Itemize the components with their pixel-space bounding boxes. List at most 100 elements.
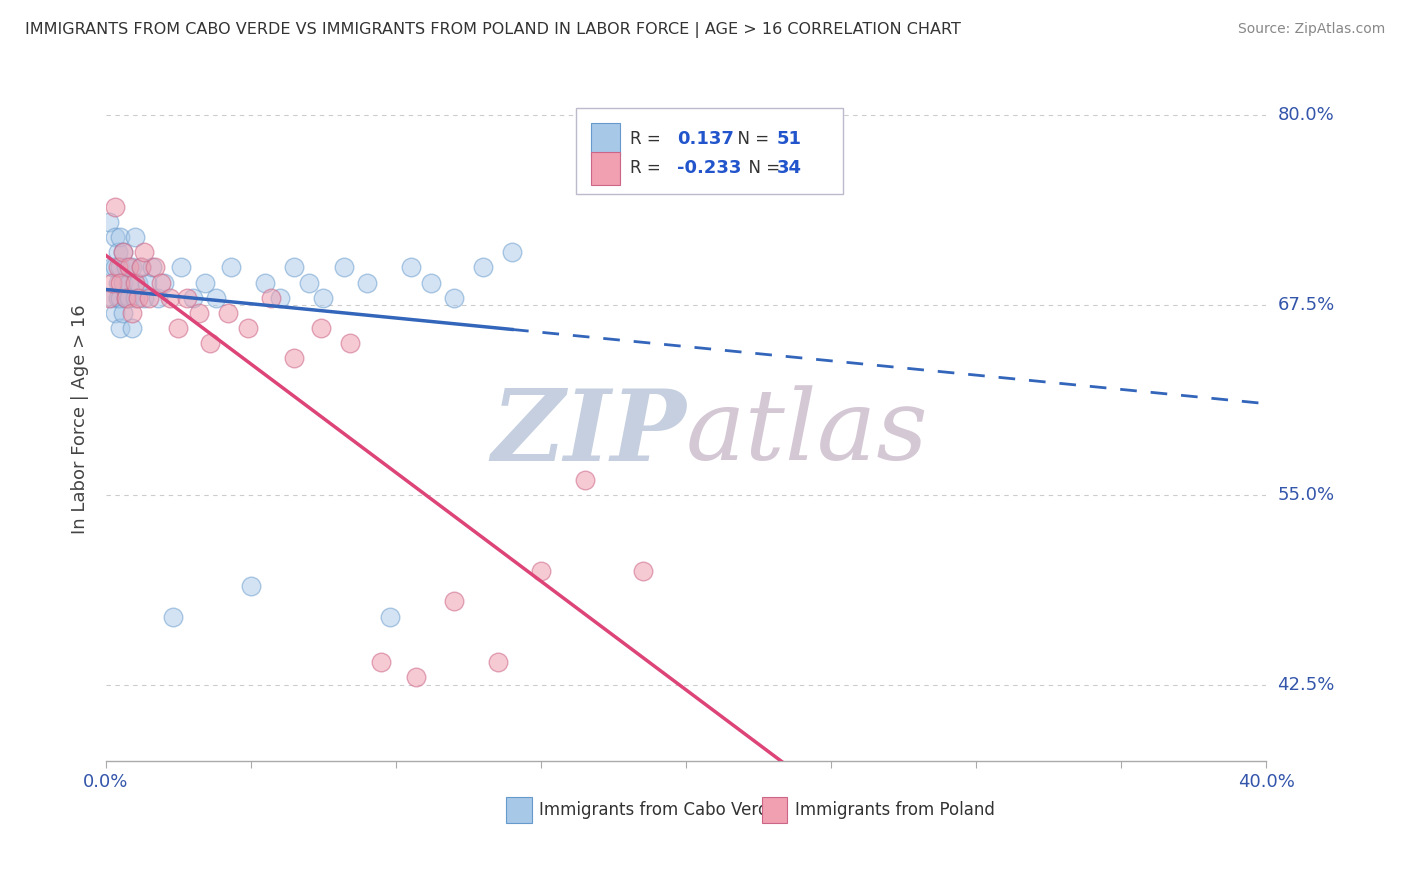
Point	[135, 276, 157, 290]
Text: R =: R =	[630, 159, 666, 178]
Point	[115, 260, 138, 275]
Point	[167, 321, 190, 335]
Point	[100, 260, 122, 275]
Point	[205, 291, 228, 305]
Point	[339, 336, 361, 351]
Point	[298, 276, 321, 290]
Point	[219, 260, 242, 275]
Point	[100, 291, 122, 305]
Point	[260, 291, 283, 305]
Point	[97, 291, 120, 305]
Point	[283, 260, 305, 275]
Point	[530, 564, 553, 578]
Point	[159, 291, 181, 305]
Point	[112, 245, 135, 260]
Point	[283, 351, 305, 366]
Point	[143, 260, 166, 275]
Point	[129, 260, 152, 275]
Point	[97, 215, 120, 229]
Point	[115, 291, 138, 305]
Point	[356, 276, 378, 290]
Point	[269, 291, 291, 305]
Text: 51: 51	[776, 130, 801, 148]
Point	[419, 276, 441, 290]
Point	[107, 245, 129, 260]
Point	[107, 276, 129, 290]
Text: Source: ZipAtlas.com: Source: ZipAtlas.com	[1237, 22, 1385, 37]
Point	[254, 276, 277, 290]
Point	[162, 609, 184, 624]
Point	[112, 276, 135, 290]
Text: R =: R =	[630, 130, 666, 148]
Point	[104, 230, 127, 244]
Bar	[591, 123, 620, 155]
Text: -0.233: -0.233	[676, 159, 741, 178]
Point	[574, 473, 596, 487]
FancyBboxPatch shape	[576, 108, 842, 194]
Point	[107, 291, 129, 305]
Point	[118, 291, 141, 305]
Point	[150, 276, 173, 290]
Point	[100, 276, 122, 290]
Point	[132, 245, 155, 260]
Point	[129, 260, 152, 275]
Point	[121, 321, 143, 335]
Point	[181, 291, 204, 305]
Point	[399, 260, 422, 275]
Point	[110, 276, 132, 290]
Point	[193, 276, 215, 290]
Point	[104, 260, 127, 275]
Y-axis label: In Labor Force | Age > 16: In Labor Force | Age > 16	[72, 304, 89, 534]
Point	[170, 260, 193, 275]
Point	[121, 260, 143, 275]
Point	[110, 321, 132, 335]
Point	[124, 291, 146, 305]
Text: ZIP: ZIP	[491, 384, 686, 481]
Text: N =: N =	[738, 159, 786, 178]
Point	[104, 200, 127, 214]
Bar	[762, 797, 787, 823]
Point	[110, 260, 132, 275]
Text: Immigrants from Poland: Immigrants from Poland	[796, 801, 995, 819]
Point	[121, 306, 143, 320]
Text: atlas: atlas	[686, 385, 929, 481]
Point	[217, 306, 239, 320]
Point	[405, 670, 427, 684]
Point	[107, 260, 129, 275]
Text: Immigrants from Cabo Verde: Immigrants from Cabo Verde	[538, 801, 779, 819]
Bar	[591, 152, 620, 185]
Text: N =: N =	[727, 130, 775, 148]
Point	[127, 291, 149, 305]
Point	[239, 579, 262, 593]
Point	[153, 276, 176, 290]
Point	[115, 291, 138, 305]
Point	[200, 336, 222, 351]
Point	[187, 306, 209, 320]
Text: 67.5%: 67.5%	[1278, 296, 1334, 314]
Bar	[506, 797, 531, 823]
Point	[124, 276, 146, 290]
Point	[138, 291, 160, 305]
Point	[631, 564, 654, 578]
Point	[110, 230, 132, 244]
Point	[124, 230, 146, 244]
Point	[104, 306, 127, 320]
Point	[110, 291, 132, 305]
Point	[501, 245, 523, 260]
Point	[370, 655, 392, 669]
Point	[112, 245, 135, 260]
Point	[236, 321, 259, 335]
Point	[176, 291, 198, 305]
Point	[380, 609, 402, 624]
Point	[443, 594, 465, 608]
Point	[472, 260, 495, 275]
Point	[309, 321, 332, 335]
Text: 55.0%: 55.0%	[1278, 486, 1334, 504]
Point	[312, 291, 335, 305]
Point	[112, 306, 135, 320]
Point	[118, 260, 141, 275]
Point	[486, 655, 509, 669]
Text: 34: 34	[776, 159, 801, 178]
Text: 42.5%: 42.5%	[1278, 676, 1334, 694]
Text: 0.137: 0.137	[676, 130, 734, 148]
